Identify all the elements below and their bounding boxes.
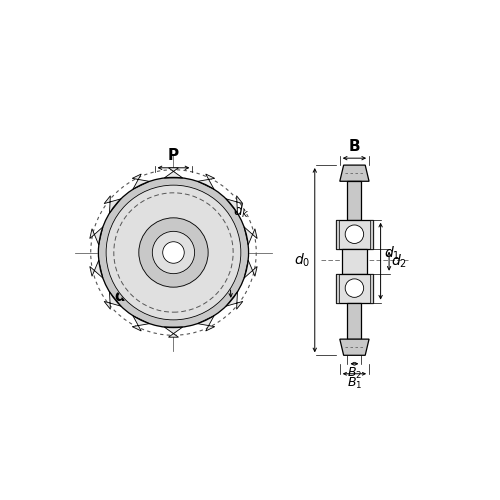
Polygon shape xyxy=(104,196,121,214)
Polygon shape xyxy=(226,196,243,214)
Text: $d_1$: $d_1$ xyxy=(384,245,400,262)
Text: $d_0$: $d_0$ xyxy=(294,252,310,269)
Polygon shape xyxy=(348,182,362,220)
Polygon shape xyxy=(244,227,257,245)
Polygon shape xyxy=(370,220,373,248)
Polygon shape xyxy=(342,248,366,274)
Polygon shape xyxy=(132,174,150,190)
Polygon shape xyxy=(198,174,214,190)
Polygon shape xyxy=(340,339,369,355)
Polygon shape xyxy=(132,316,150,331)
Polygon shape xyxy=(370,274,373,302)
Text: $d_k$: $d_k$ xyxy=(233,202,250,220)
Text: P: P xyxy=(168,148,179,163)
Polygon shape xyxy=(336,274,373,302)
Polygon shape xyxy=(336,274,339,302)
Text: $B_1$: $B_1$ xyxy=(347,376,362,391)
Circle shape xyxy=(152,232,194,274)
Text: $d_2$: $d_2$ xyxy=(392,252,407,270)
Circle shape xyxy=(345,279,364,297)
Circle shape xyxy=(98,178,248,328)
Circle shape xyxy=(345,225,364,244)
Text: $B_2$: $B_2$ xyxy=(347,366,362,381)
Polygon shape xyxy=(336,220,339,248)
Polygon shape xyxy=(90,260,103,278)
Polygon shape xyxy=(244,260,257,278)
Text: B: B xyxy=(348,138,360,154)
Polygon shape xyxy=(104,292,121,309)
Polygon shape xyxy=(340,165,369,182)
Polygon shape xyxy=(226,292,243,309)
Circle shape xyxy=(106,185,241,320)
Polygon shape xyxy=(164,327,182,337)
Circle shape xyxy=(139,218,208,287)
Text: d: d xyxy=(114,290,125,304)
Polygon shape xyxy=(164,168,182,178)
Circle shape xyxy=(162,242,184,264)
Polygon shape xyxy=(336,220,373,248)
Polygon shape xyxy=(198,316,214,331)
Polygon shape xyxy=(348,302,362,339)
Polygon shape xyxy=(90,227,103,245)
